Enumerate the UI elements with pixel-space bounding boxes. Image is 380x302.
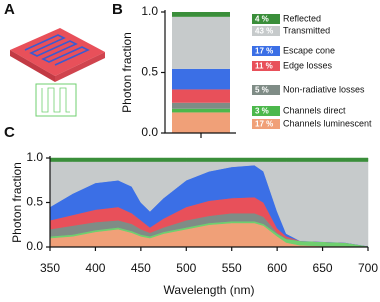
bar-segment (172, 68, 230, 90)
x-tick-label: 600 (267, 261, 287, 275)
device-illustration (10, 28, 105, 117)
legend-label: Reflected (283, 13, 321, 23)
y-tick-label: 1.0 (26, 150, 43, 164)
bar-segment (172, 102, 230, 109)
y-axis (164, 10, 236, 134)
y-tick-label: 0.5 (26, 195, 43, 209)
legend-swatch (252, 119, 280, 129)
bar-segment (172, 12, 230, 17)
x-tick-label: 700 (358, 261, 378, 275)
legend-value-label: 5 % (255, 86, 269, 95)
legend-swatch (252, 61, 280, 71)
legend-swatch (252, 26, 280, 36)
legend-swatch (252, 106, 280, 116)
legend-value-label: 17 % (255, 120, 273, 129)
y-tick-label: 0.0 (26, 239, 43, 253)
legend-label: Escape cone (283, 45, 335, 55)
legend-label: Channels luminescent (283, 118, 372, 128)
x-tick-label: 500 (176, 261, 196, 275)
bar-chart: 17 % Channels luminescent 3 % Channels dire… (120, 4, 372, 139)
x-axis-label: Wavelength (nm) (164, 283, 255, 297)
legend-label: Transmitted (283, 25, 330, 35)
x-tick-label: 400 (85, 261, 105, 275)
legend-label: Non-radiative losses (283, 84, 365, 94)
legend-swatch (252, 46, 280, 56)
x-tick-label: 350 (40, 261, 60, 275)
y-axis-label: Photon fraction (10, 162, 24, 243)
area-layer (49, 157, 369, 162)
legend-label: Edge losses (283, 60, 333, 70)
y-tick-label: 1.0 (141, 4, 158, 18)
x-tick-label: 550 (222, 261, 242, 275)
panel-label: C (4, 124, 15, 141)
y-axis-label: Photon fraction (120, 32, 134, 113)
legend-value-label: 17 % (255, 47, 273, 56)
legend-value-label: 11 % (255, 62, 273, 71)
bar-segment (172, 108, 230, 113)
y-tick-label: 0.5 (141, 65, 158, 79)
legend-swatch (252, 14, 280, 24)
legend-swatch (252, 85, 280, 95)
legend-label: Channels direct (283, 105, 346, 115)
y-tick-label: 0.0 (141, 125, 158, 139)
bar-segment (172, 112, 230, 133)
area-chart: 350 400 450 500 550 600 650 700 Wavelength (nm) 0… (10, 150, 378, 297)
x-tick-label: 450 (131, 261, 151, 275)
x-tick-label: 650 (313, 261, 333, 275)
bar-segment (172, 16, 230, 69)
legend-value-label: 3 % (255, 107, 269, 116)
legend-value-label: 4 % (255, 15, 269, 24)
panel-label: B (112, 1, 123, 18)
legend-value-label: 43 % (255, 27, 273, 36)
bar-segment (172, 89, 230, 103)
panel-label: A (4, 1, 15, 18)
